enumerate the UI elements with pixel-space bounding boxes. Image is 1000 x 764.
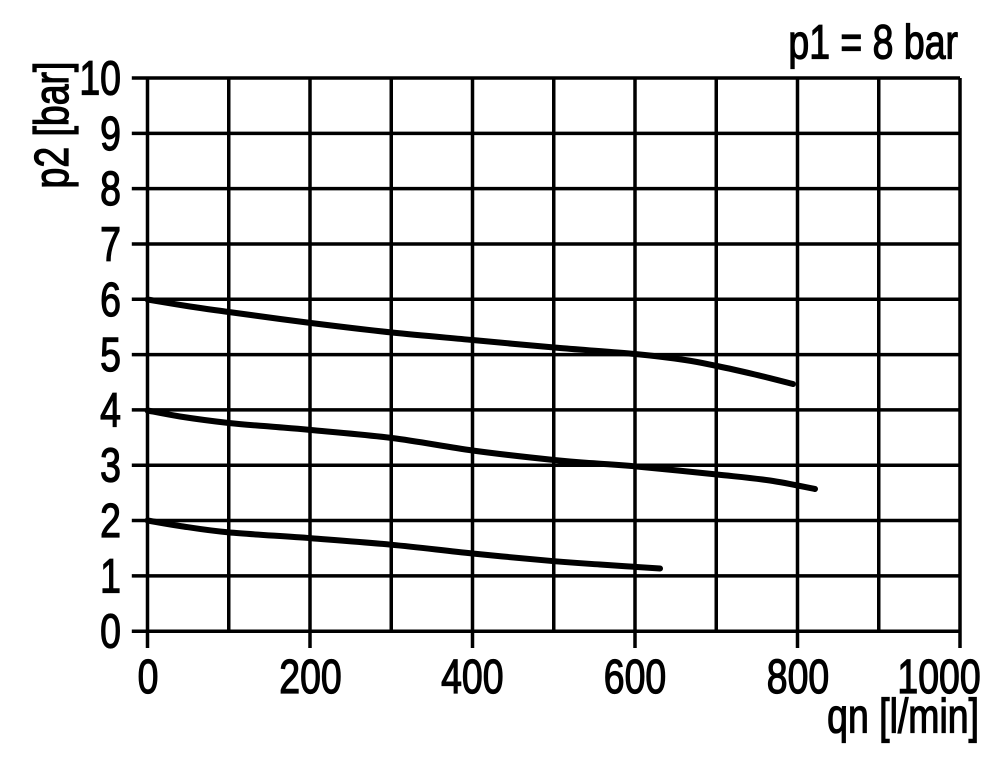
svg-text:0: 0 [138, 651, 159, 705]
svg-text:qn [l/min]: qn [l/min] [827, 690, 979, 744]
svg-text:1: 1 [100, 550, 121, 604]
svg-text:1000: 1000 [897, 651, 980, 705]
svg-text:3: 3 [100, 439, 121, 493]
svg-text:p1 = 8 bar: p1 = 8 bar [788, 16, 958, 70]
svg-text:5: 5 [100, 329, 121, 383]
svg-text:2: 2 [100, 495, 121, 549]
svg-text:4: 4 [100, 384, 121, 438]
svg-text:0: 0 [100, 605, 121, 659]
svg-text:200: 200 [279, 651, 341, 705]
svg-text:p2 [bar]: p2 [bar] [26, 62, 80, 189]
svg-text:8: 8 [100, 163, 121, 217]
svg-text:600: 600 [604, 651, 666, 705]
svg-text:9: 9 [100, 107, 121, 161]
svg-text:400: 400 [441, 651, 503, 705]
svg-text:7: 7 [100, 218, 121, 272]
svg-text:10: 10 [79, 52, 121, 106]
svg-text:800: 800 [767, 651, 829, 705]
svg-text:6: 6 [100, 273, 121, 327]
